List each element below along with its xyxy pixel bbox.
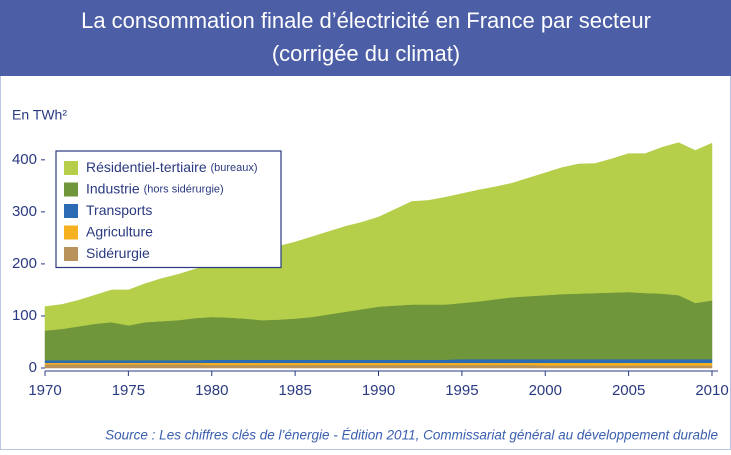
legend-name: Industrie [86,180,140,196]
legend-note: (bureaux) [211,162,258,174]
legend-label: Agriculture [86,223,153,239]
x-tick-label: 1985 [278,382,311,399]
chart-subtitle: (corrigée du climat) [272,41,460,66]
legend-name: Sidérurgie [86,245,150,261]
y-tick-label: 100 [12,307,37,324]
legend-label: Sidérurgie [86,245,150,261]
x-tick-label: 1970 [28,382,61,399]
source: Source : Les chiffres clés de l’énergie … [105,428,718,443]
legend-swatch [64,247,78,261]
legend-name: Transports [86,202,152,218]
legend-box [55,150,282,269]
x-tick-label: 1990 [362,382,395,399]
y-tick-label: 300 [12,203,37,220]
y-tick-label: 200 [12,255,37,272]
legend-name: Résidentiel-tertiaire [86,159,207,175]
x-tick-label: 1980 [195,382,228,399]
x-tick-label: 1975 [112,382,145,399]
legend-label: Industrie (hors sidérurgie) [86,180,224,196]
legend-swatch [64,161,78,175]
chart-title: La consommation finale d’électricité en … [81,8,651,33]
legend-label: Résidentiel-tertiaire (bureaux) [86,159,258,175]
legend-swatch [64,225,78,240]
y-tick-label: 400 [12,151,37,168]
x-tick-label: 2000 [529,382,562,399]
y-tick-label: 0 [29,359,37,376]
y-axis-label: En TWh² [12,107,67,123]
x-tick-label: 2010 [695,382,728,399]
title-banner [0,0,731,76]
x-tick-label: 1995 [445,382,478,399]
x-tick-label: 2005 [612,382,645,399]
legend-swatch [64,204,78,218]
legend-name: Agriculture [86,223,153,239]
legend-note: (hors sidérurgie) [144,183,224,195]
legend-label: Transports [86,202,152,218]
legend-swatch [64,182,78,197]
